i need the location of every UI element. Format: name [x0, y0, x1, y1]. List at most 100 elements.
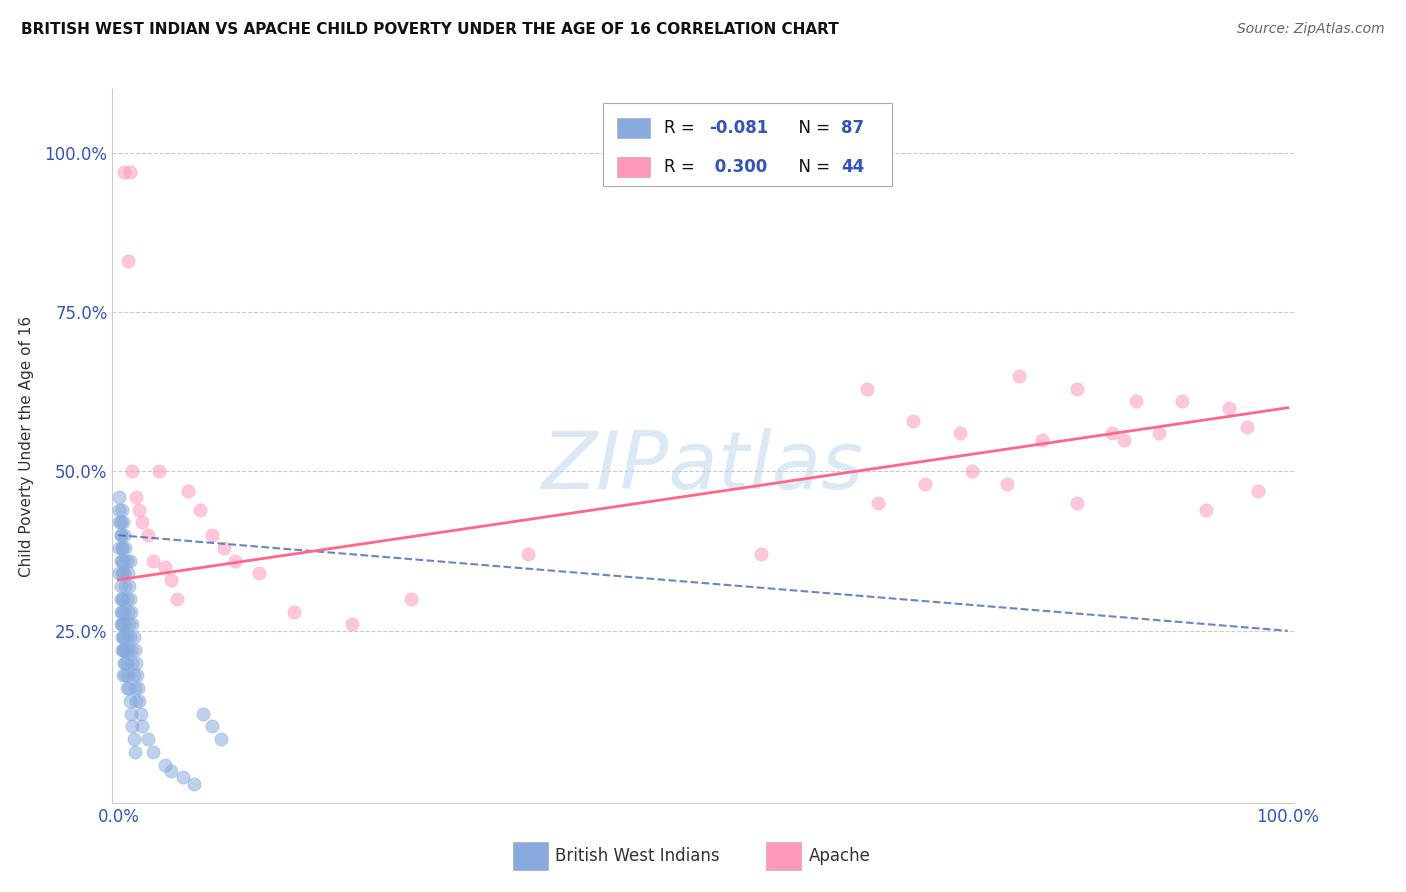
- Point: [108, 490, 131, 504]
- Point: [110, 617, 132, 632]
- Point: [121, 617, 143, 632]
- Point: [108, 502, 131, 516]
- Point: [1247, 483, 1270, 498]
- Point: [117, 668, 139, 682]
- Point: [142, 745, 165, 759]
- Point: [166, 591, 188, 606]
- Point: [1008, 368, 1031, 383]
- FancyBboxPatch shape: [617, 118, 650, 138]
- Point: [177, 483, 200, 498]
- Point: [112, 165, 135, 179]
- Point: [1218, 401, 1240, 415]
- Point: [136, 732, 159, 747]
- Point: [125, 490, 148, 504]
- Point: [399, 591, 422, 606]
- Point: [114, 668, 136, 682]
- Point: [120, 605, 142, 619]
- Point: [111, 630, 134, 644]
- Point: [1147, 426, 1170, 441]
- Point: [114, 617, 136, 632]
- Point: [110, 528, 132, 542]
- Point: [201, 719, 224, 733]
- Point: [125, 656, 148, 670]
- Point: [1031, 433, 1053, 447]
- Point: [111, 643, 134, 657]
- Text: N =: N =: [787, 120, 835, 137]
- Point: [120, 643, 142, 657]
- Point: [212, 541, 235, 555]
- Point: [112, 566, 135, 581]
- Point: [111, 617, 134, 632]
- Point: [111, 630, 134, 644]
- Point: [112, 656, 135, 670]
- Point: [153, 757, 176, 772]
- Point: [118, 617, 141, 632]
- Point: [120, 706, 142, 721]
- Point: [108, 516, 131, 530]
- Text: -0.081: -0.081: [709, 120, 768, 137]
- Point: [172, 770, 194, 784]
- Point: [115, 630, 138, 644]
- Point: [183, 777, 205, 791]
- Point: [117, 643, 139, 657]
- Point: [111, 541, 134, 555]
- Text: N =: N =: [787, 159, 835, 177]
- Point: [995, 477, 1018, 491]
- Point: [118, 630, 141, 644]
- Point: [111, 591, 134, 606]
- Point: [136, 528, 159, 542]
- Text: British West Indians: British West Indians: [555, 847, 720, 864]
- Point: [121, 656, 143, 670]
- Text: Apache: Apache: [808, 847, 870, 864]
- Point: [108, 566, 131, 581]
- Point: [914, 477, 936, 491]
- Point: [1236, 420, 1258, 434]
- Point: [108, 541, 131, 555]
- Bar: [513, 842, 548, 871]
- Text: ZIPatlas: ZIPatlas: [541, 428, 865, 507]
- Point: [142, 554, 165, 568]
- Point: [118, 165, 141, 179]
- Point: [114, 656, 136, 670]
- Point: [110, 591, 132, 606]
- Point: [1066, 496, 1088, 510]
- Point: [111, 502, 134, 516]
- Point: [111, 516, 134, 530]
- Point: [1171, 394, 1194, 409]
- Point: [128, 502, 150, 516]
- Point: [960, 465, 983, 479]
- Point: [224, 554, 246, 568]
- Text: R =: R =: [664, 159, 700, 177]
- Point: [112, 605, 135, 619]
- Point: [751, 547, 773, 561]
- Point: [124, 643, 146, 657]
- Point: [115, 656, 138, 670]
- Point: [115, 554, 138, 568]
- Point: [111, 668, 134, 682]
- Point: [112, 630, 135, 644]
- Point: [1066, 382, 1088, 396]
- Point: [111, 643, 134, 657]
- Point: [114, 541, 136, 555]
- FancyBboxPatch shape: [617, 158, 650, 178]
- Point: [129, 706, 152, 721]
- Point: [131, 516, 153, 530]
- Point: [949, 426, 972, 441]
- Point: [114, 643, 136, 657]
- Point: [110, 579, 132, 593]
- Point: [283, 605, 305, 619]
- Point: [160, 764, 183, 778]
- Text: R =: R =: [664, 120, 700, 137]
- Point: [1195, 502, 1218, 516]
- Point: [111, 541, 134, 555]
- Point: [112, 643, 135, 657]
- Point: [160, 573, 183, 587]
- Point: [110, 605, 132, 619]
- Point: [1112, 433, 1135, 447]
- Point: [115, 591, 138, 606]
- Point: [1125, 394, 1147, 409]
- Point: [128, 694, 150, 708]
- Point: [903, 413, 925, 427]
- Point: [111, 591, 134, 606]
- Point: [117, 254, 139, 268]
